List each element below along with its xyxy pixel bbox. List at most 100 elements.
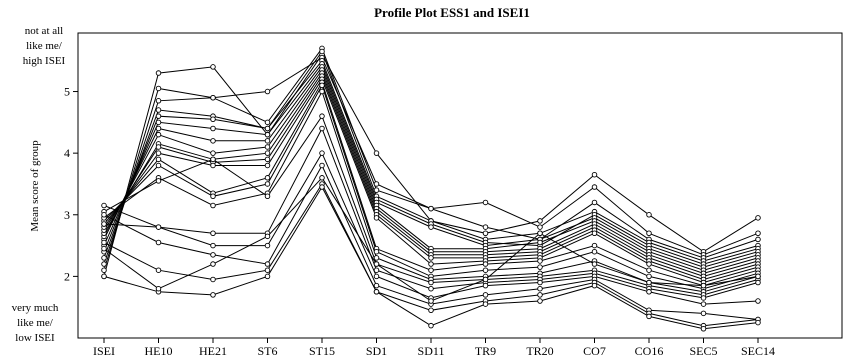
data-point bbox=[264, 119, 271, 126]
data-point bbox=[155, 119, 162, 126]
data-point bbox=[700, 310, 707, 317]
data-point bbox=[591, 171, 598, 178]
data-point bbox=[591, 184, 598, 190]
data-point bbox=[155, 85, 162, 92]
data-point bbox=[319, 125, 325, 132]
x-tick-label: ISEI bbox=[93, 344, 115, 358]
data-point bbox=[646, 212, 652, 218]
series-line-6 bbox=[103, 62, 759, 268]
bottom-annotation-line-1: very much bbox=[12, 302, 59, 314]
data-point bbox=[646, 313, 652, 320]
data-point bbox=[210, 193, 216, 200]
data-point bbox=[210, 252, 216, 258]
data-point bbox=[482, 301, 489, 307]
data-point bbox=[264, 261, 271, 267]
data-point bbox=[155, 131, 162, 138]
x-tick-label: SD11 bbox=[418, 344, 445, 358]
data-point bbox=[319, 88, 325, 95]
data-point bbox=[210, 202, 216, 209]
data-point bbox=[591, 199, 598, 206]
data-point bbox=[155, 113, 162, 119]
data-point bbox=[482, 282, 489, 289]
data-point bbox=[373, 273, 380, 280]
data-point bbox=[428, 224, 434, 230]
data-point bbox=[646, 289, 652, 295]
data-point bbox=[482, 230, 489, 237]
data-point bbox=[755, 230, 761, 237]
data-point bbox=[319, 48, 325, 55]
data-point bbox=[264, 181, 271, 187]
plot-frame bbox=[77, 32, 843, 339]
data-point bbox=[101, 245, 107, 252]
data-point bbox=[155, 98, 162, 104]
y-tick-label: 5 bbox=[64, 85, 70, 99]
data-point bbox=[155, 156, 162, 163]
data-point bbox=[428, 307, 434, 314]
data-point bbox=[155, 162, 162, 169]
top-annotation-line-1: not at all bbox=[25, 25, 64, 37]
series-line-5 bbox=[103, 59, 759, 265]
data-point bbox=[428, 285, 434, 292]
data-point bbox=[264, 156, 271, 163]
data-point bbox=[101, 273, 107, 280]
data-point bbox=[319, 82, 325, 89]
data-point bbox=[537, 218, 543, 224]
x-tick-label: SEC14 bbox=[741, 344, 775, 358]
data-point bbox=[537, 230, 543, 237]
data-point bbox=[373, 255, 380, 261]
data-point bbox=[591, 230, 598, 237]
data-point bbox=[101, 202, 107, 209]
data-point bbox=[373, 150, 380, 156]
data-point bbox=[264, 162, 271, 169]
data-point bbox=[319, 162, 325, 169]
data-point bbox=[319, 113, 325, 119]
chart-title: Profile Plot ESS1 and ISEI1 bbox=[374, 5, 530, 20]
data-point bbox=[537, 292, 543, 298]
data-point bbox=[428, 205, 434, 212]
data-point bbox=[210, 150, 216, 156]
x-ticks: ISEI HE10 HE21 ST6 ST15 SD1 SD11 TR9 TR20 CO7 CO16… bbox=[93, 338, 775, 358]
data-point bbox=[646, 230, 652, 237]
data-point bbox=[428, 322, 434, 329]
data-point bbox=[210, 138, 216, 144]
data-point bbox=[373, 248, 380, 255]
top-annotation: not at all like me/ high ISEI bbox=[23, 25, 66, 67]
bottom-annotation: very much like me/ low ISEI bbox=[12, 302, 59, 344]
y-ticks: 2 3 4 5 bbox=[64, 85, 78, 283]
data-point bbox=[264, 233, 271, 240]
data-point bbox=[264, 144, 271, 150]
data-point bbox=[264, 88, 271, 95]
x-tick-label: CO7 bbox=[583, 344, 606, 358]
data-point bbox=[210, 162, 216, 169]
series-points bbox=[101, 45, 761, 332]
data-point bbox=[537, 239, 543, 246]
data-point bbox=[264, 138, 271, 144]
data-point bbox=[155, 224, 162, 230]
data-point bbox=[155, 125, 162, 132]
data-point bbox=[210, 276, 216, 283]
data-point bbox=[264, 273, 271, 280]
data-point bbox=[755, 215, 761, 221]
data-point bbox=[155, 70, 162, 76]
y-tick-label: 2 bbox=[64, 269, 70, 283]
data-point bbox=[264, 267, 271, 273]
data-point bbox=[319, 175, 325, 181]
data-point bbox=[210, 242, 216, 249]
data-point bbox=[101, 261, 107, 267]
data-point bbox=[155, 239, 162, 246]
data-point bbox=[755, 319, 761, 326]
data-point bbox=[428, 298, 434, 304]
data-point bbox=[210, 94, 216, 101]
data-point bbox=[373, 282, 380, 289]
data-point bbox=[155, 144, 162, 150]
data-point bbox=[101, 221, 107, 227]
data-point bbox=[264, 242, 271, 249]
y-axis: 2 3 4 5 bbox=[64, 33, 79, 338]
x-tick-label: ST15 bbox=[309, 344, 335, 358]
data-point bbox=[700, 326, 707, 332]
data-point bbox=[591, 248, 598, 255]
x-tick-label: HE21 bbox=[199, 344, 227, 358]
data-point bbox=[537, 258, 543, 264]
x-tick-label: TR9 bbox=[475, 344, 496, 358]
